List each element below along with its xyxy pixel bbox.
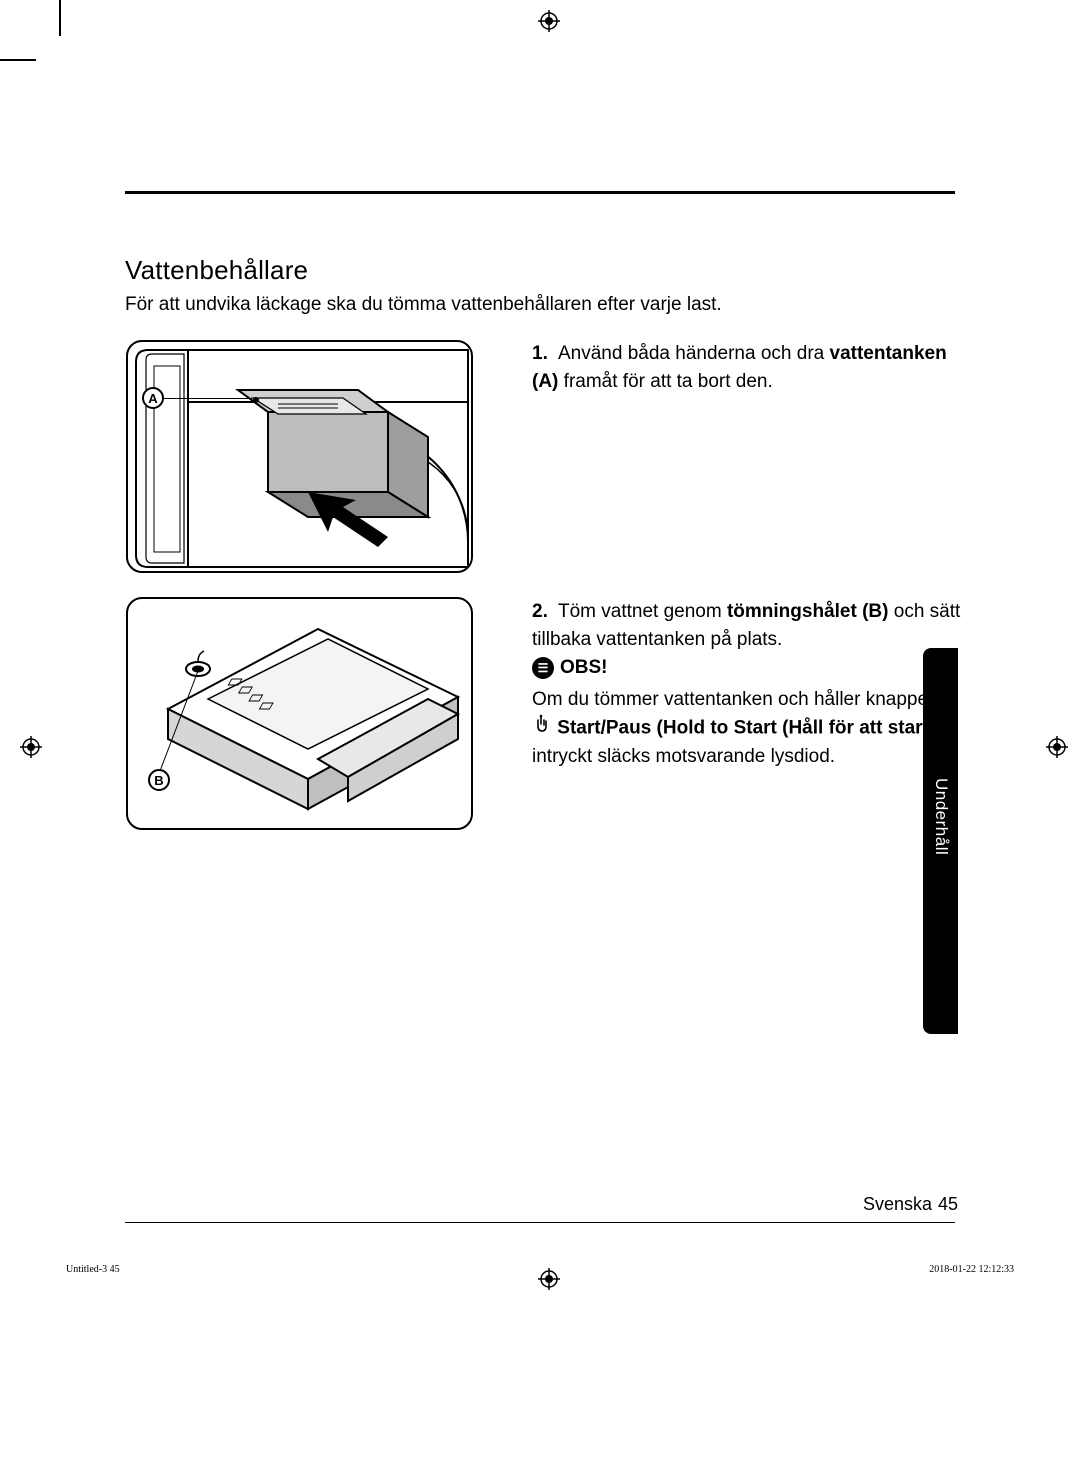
figure-label-a: A (142, 387, 164, 409)
chapter-tab: Underhåll (923, 648, 958, 1034)
registration-mark-icon (538, 10, 560, 32)
intro-text: För att undvika läckage ska du tömma vat… (125, 294, 722, 316)
note-icon: ☰ (532, 657, 554, 679)
step-number: 2. (532, 598, 558, 626)
leader-line (160, 671, 210, 781)
crop-mark (0, 59, 36, 61)
registration-mark-icon (1046, 736, 1068, 758)
footer-rule (125, 1222, 955, 1223)
chapter-tab-label: Underhåll (931, 778, 951, 855)
crop-mark (59, 0, 61, 36)
footer-meta-left: Untitled-3 45 (66, 1264, 120, 1275)
note-line: intryckt släcks motsvarande lysdiod. (532, 743, 962, 771)
footer-meta-right: 2018-01-22 12:12:33 (929, 1264, 1014, 1275)
hand-icon (532, 714, 550, 743)
step-text: Använd båda händerna och dra vattentanke… (532, 343, 947, 392)
leader-line (164, 398, 252, 399)
step-number: 1. (532, 340, 558, 368)
note-line: Om du tömmer vattentanken och håller kna… (532, 686, 962, 714)
figure-1: A (126, 340, 473, 573)
step-1: 1.Använd båda händerna och dra vattentan… (532, 340, 962, 395)
registration-mark-icon (538, 1268, 560, 1290)
registration-mark-icon (20, 736, 42, 758)
footer-page-number: 45 (938, 1194, 958, 1215)
figure-2: B (126, 597, 473, 830)
top-rule (125, 191, 955, 194)
step-text: Töm vattnet genom tömningshålet (B) och … (532, 601, 960, 650)
note-label: ☰ OBS! (532, 654, 962, 682)
note-block: ☰ OBS! Om du tömmer vattentanken och hål… (532, 654, 962, 771)
footer-language: Svenska (863, 1194, 932, 1215)
manual-page: Vattenbehållare För att undvika läckage … (0, 0, 1080, 1476)
section-heading: Vattenbehållare (125, 255, 308, 286)
note-line: Start/Paus (Hold to Start (Håll för att … (532, 714, 962, 743)
step-2: 2.Töm vattnet genom tömningshålet (B) oc… (532, 598, 962, 653)
